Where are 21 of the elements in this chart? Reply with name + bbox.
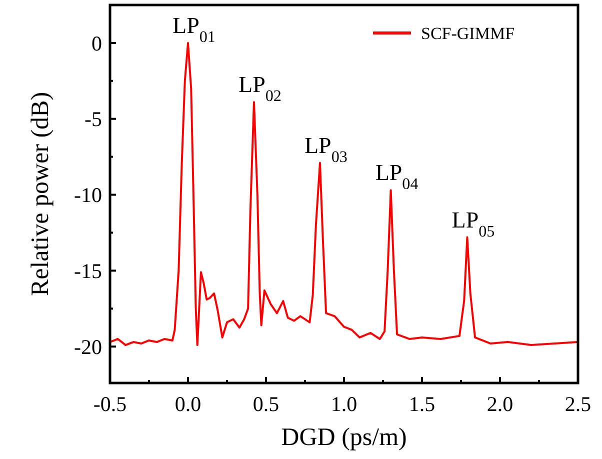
- line-series: [110, 42, 578, 346]
- y-tick-label: -20: [74, 334, 102, 359]
- x-axis-title: DGD (ps/m): [281, 424, 407, 451]
- legend-label: SCF-GIMMF: [421, 24, 515, 43]
- y-tick-label: -5: [84, 107, 102, 132]
- y-axis-title: Relative power (dB): [27, 92, 54, 296]
- x-tick-label: -0.5: [93, 392, 127, 416]
- x-tick-label: 0.5: [252, 392, 280, 416]
- annotation: LP$_{04}$: [375, 160, 418, 193]
- annotation: LP$_{02}$: [238, 72, 282, 105]
- x-tick-label: 2.0: [486, 392, 514, 416]
- annotation: LP$_{03}$: [304, 132, 348, 166]
- y-tick-label: -10: [74, 183, 102, 208]
- x-tick-label: 1.5: [408, 392, 436, 416]
- annotation: LP$_{01}$: [172, 12, 216, 46]
- y-tick-label: 0: [92, 31, 102, 56]
- x-tick-label: 1.0: [330, 392, 358, 416]
- annotation: LP$_{05}$: [452, 207, 495, 240]
- y-tick-label: -15: [74, 259, 102, 284]
- x-tick-label: 2.5: [564, 392, 592, 416]
- x-tick-label: 0.0: [174, 392, 202, 416]
